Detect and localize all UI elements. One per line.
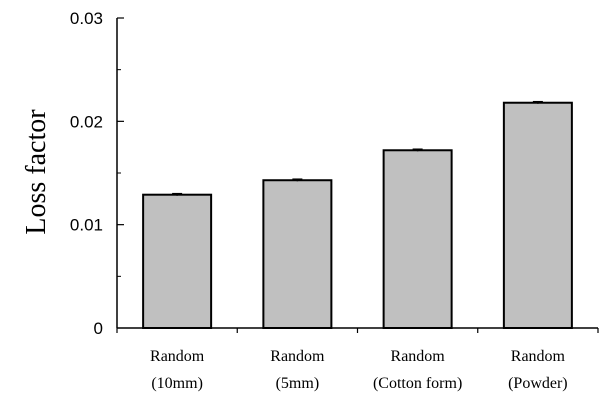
- axes-group: [116, 17, 599, 333]
- y-ticks-group: 0 0.01 0.02 0.03: [70, 9, 103, 338]
- bars-group: [142, 101, 573, 329]
- bar-1: [142, 193, 213, 329]
- x-tick-label-3: Random (Cotton form): [373, 348, 462, 392]
- x-tick-label-line2: (Powder): [508, 375, 568, 392]
- y-axis-label: Loss factor: [21, 109, 52, 235]
- x-tick-label-2: Random (5mm): [270, 348, 325, 392]
- x-ticks-group: Random (10mm) Random (5mm) Random (Cotton for…: [150, 348, 568, 392]
- x-tick-label-line1: Random: [391, 348, 446, 365]
- y-tick-label: 0.02: [70, 112, 103, 131]
- error-bars-group: [172, 100, 543, 196]
- x-tick-label-line2: (Cotton form): [373, 375, 462, 392]
- y-tick-label: 0: [94, 319, 103, 338]
- x-tick-label-line1: Random: [511, 348, 566, 365]
- x-tick-label-1: Random (10mm): [150, 348, 205, 392]
- error-bar-1: [172, 192, 183, 196]
- error-bar-3: [412, 148, 423, 152]
- y-tick-label: 0.01: [70, 216, 103, 235]
- bar-2: [262, 179, 333, 329]
- x-tick-label-line2: (5mm): [276, 375, 320, 392]
- bar-3: [382, 149, 453, 329]
- y-tick-label: 0.03: [70, 9, 103, 28]
- x-tick-label-line2: (10mm): [151, 375, 203, 392]
- bar-4: [502, 101, 573, 329]
- x-tick-label-line1: Random: [270, 348, 325, 365]
- x-tick-label-4: Random (Powder): [508, 348, 568, 392]
- error-bar-2: [292, 178, 303, 182]
- x-tick-label-line1: Random: [150, 348, 205, 365]
- error-bar-4: [532, 100, 543, 104]
